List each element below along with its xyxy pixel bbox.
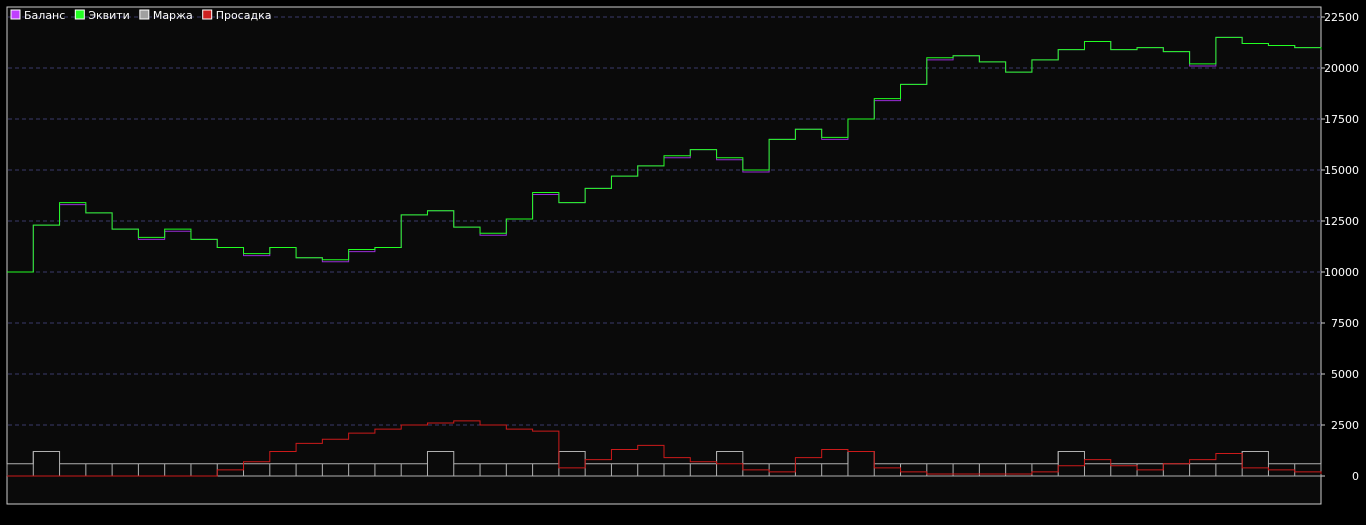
legend-label: Баланс <box>24 9 65 22</box>
equity-series <box>6 36 1322 273</box>
legend-swatch <box>10 9 21 20</box>
drawdown-series <box>6 420 1322 477</box>
y-tick-label: 20000 <box>1324 62 1359 75</box>
legend-label: Маржа <box>153 9 193 22</box>
legend-label: Эквити <box>88 9 130 22</box>
legend: Баланс Эквити Маржа Просадка <box>10 9 272 22</box>
legend-label: Просадка <box>216 9 272 22</box>
y-tick-label: 22500 <box>1324 11 1359 24</box>
y-tick-label: 5000 <box>1331 368 1359 381</box>
y-tick-label: 12500 <box>1324 215 1359 228</box>
y-tick-label: 17500 <box>1324 113 1359 126</box>
y-tick-label: 7500 <box>1331 317 1359 330</box>
y-tick-label: 2500 <box>1331 419 1359 432</box>
legend-swatch <box>74 9 85 20</box>
plot-area <box>6 6 1322 505</box>
y-tick-label: 10000 <box>1324 266 1359 279</box>
y-axis: 22500 20000 17500 15000 12500 10000 7500 5000 25… <box>1321 11 1359 483</box>
margin-series <box>6 451 1322 477</box>
y-tick-label: 15000 <box>1324 164 1359 177</box>
y-tick-label: 0 <box>1352 470 1359 483</box>
legend-swatch <box>139 9 150 20</box>
legend-swatch <box>202 9 213 20</box>
